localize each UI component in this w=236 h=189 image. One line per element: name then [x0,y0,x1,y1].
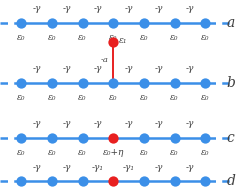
Text: ε₀: ε₀ [140,148,148,157]
Text: -γ: -γ [155,119,164,128]
Text: ε₀: ε₀ [170,93,179,102]
Point [142,180,146,183]
Text: ε₀: ε₀ [17,33,25,42]
Text: -γ: -γ [32,4,41,13]
Point [81,136,84,139]
Point [19,180,23,183]
Text: ε₁: ε₁ [119,36,128,45]
Text: c: c [227,131,234,145]
Text: -γ₁: -γ₁ [123,163,135,172]
Point [50,180,54,183]
Text: -γ: -γ [186,163,194,172]
Point [50,21,54,24]
Text: ε₀: ε₀ [78,33,87,42]
Text: -γ: -γ [186,119,194,128]
Text: -γ: -γ [155,163,164,172]
Text: -γ: -γ [32,119,41,128]
Text: ε₀: ε₀ [170,33,179,42]
Point [173,180,177,183]
Point [81,82,84,85]
Text: -γ: -γ [32,64,41,73]
Text: -γ: -γ [94,64,102,73]
Text: -γ: -γ [186,64,194,73]
Point [111,82,115,85]
Text: a: a [227,16,235,30]
Text: ε₀: ε₀ [140,93,148,102]
Text: -a: -a [101,57,109,64]
Point [111,40,115,43]
Point [203,136,207,139]
Text: -γ: -γ [124,119,133,128]
Text: -γ: -γ [63,4,72,13]
Text: ε₀: ε₀ [17,93,25,102]
Text: ε₀: ε₀ [201,93,210,102]
Text: ε₀: ε₀ [201,33,210,42]
Point [81,21,84,24]
Point [142,82,146,85]
Point [142,136,146,139]
Text: -γ: -γ [94,119,102,128]
Text: -γ: -γ [63,64,72,73]
Point [173,136,177,139]
Text: ε₀: ε₀ [78,148,87,157]
Point [111,21,115,24]
Point [203,82,207,85]
Text: ε₀: ε₀ [48,33,56,42]
Text: -γ: -γ [155,64,164,73]
Point [111,136,115,139]
Point [203,21,207,24]
Text: -γ: -γ [32,163,41,172]
Text: ε₀: ε₀ [78,93,87,102]
Text: -γ: -γ [63,119,72,128]
Point [19,82,23,85]
Text: -γ₁: -γ₁ [92,163,104,172]
Text: ε₀: ε₀ [140,33,148,42]
Text: ε₀: ε₀ [48,93,56,102]
Text: ε₀: ε₀ [170,148,179,157]
Text: -γ: -γ [63,163,72,172]
Text: -γ: -γ [155,4,164,13]
Text: ε₀: ε₀ [109,93,118,102]
Point [19,21,23,24]
Point [50,82,54,85]
Text: -γ: -γ [186,4,194,13]
Text: -γ: -γ [94,4,102,13]
Point [173,21,177,24]
Point [50,136,54,139]
Point [173,82,177,85]
Text: ε₀: ε₀ [201,148,210,157]
Point [81,180,84,183]
Text: b: b [227,76,236,90]
Point [142,21,146,24]
Point [203,180,207,183]
Text: d: d [227,174,236,188]
Text: -γ: -γ [124,4,133,13]
Text: -γ: -γ [124,64,133,73]
Point [111,180,115,183]
Text: ε₀: ε₀ [48,148,56,157]
Text: ε₀: ε₀ [17,148,25,157]
Point [19,136,23,139]
Text: ε₀: ε₀ [109,33,118,42]
Text: ε₀+η: ε₀+η [103,148,124,157]
